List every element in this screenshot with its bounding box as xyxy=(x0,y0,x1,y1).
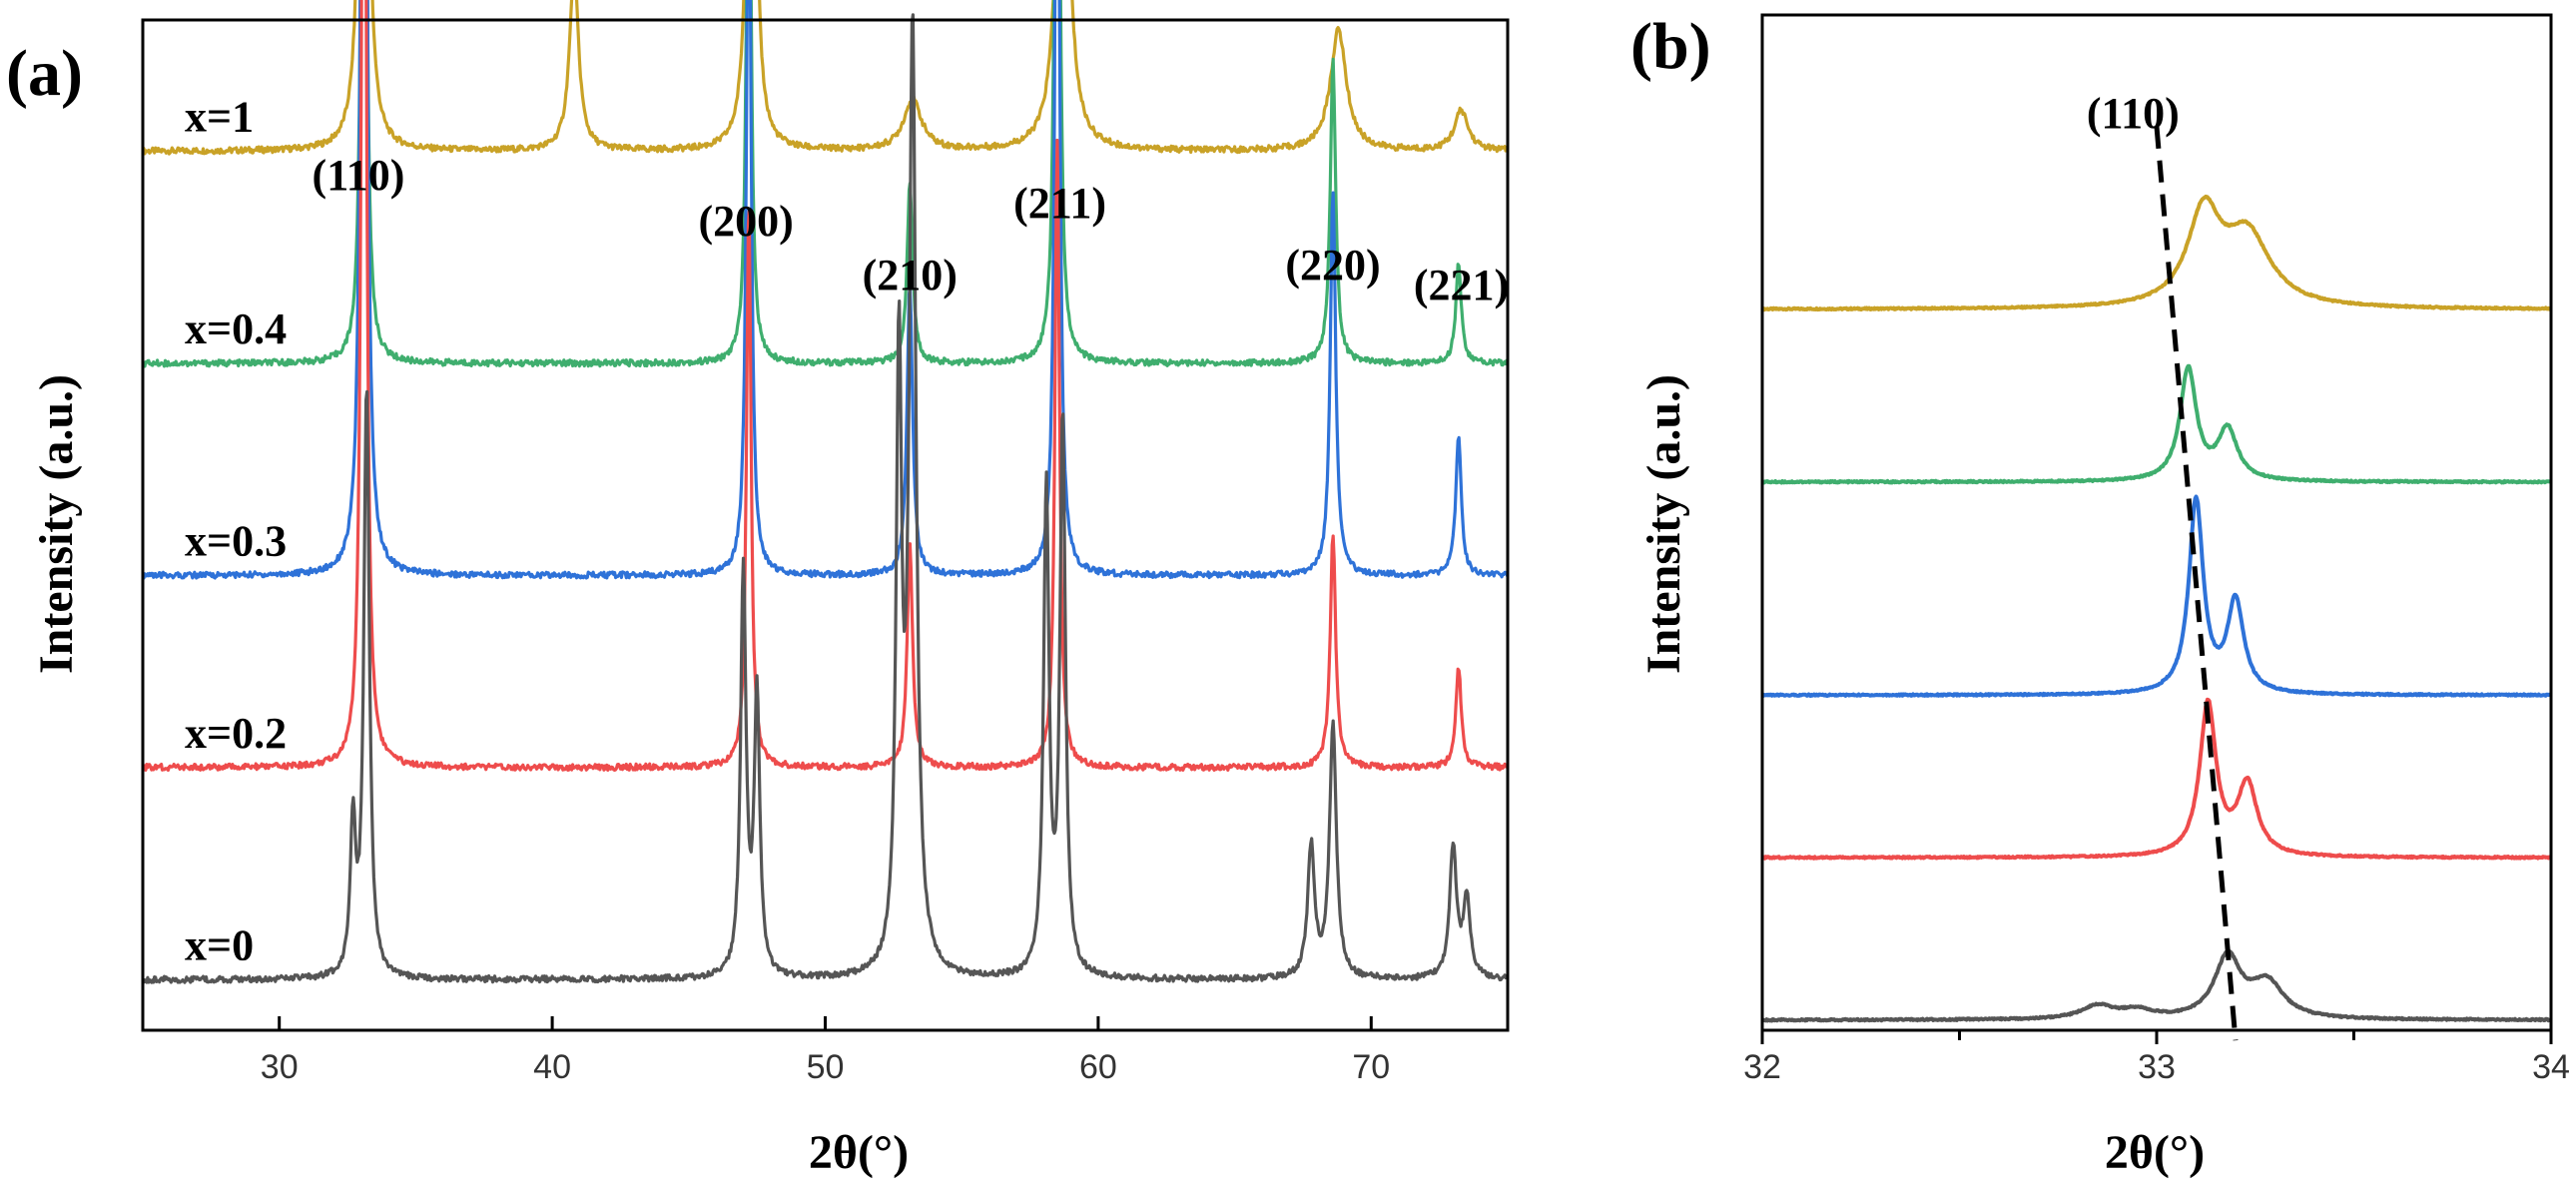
peak-label: (110) xyxy=(313,151,405,200)
x-tick-label: 32 xyxy=(1743,1048,1781,1086)
x-tick-label: 70 xyxy=(1352,1048,1390,1086)
x-tick-label: 60 xyxy=(1079,1048,1117,1086)
series-label: x=0.4 xyxy=(185,304,287,353)
series-line-x-1 xyxy=(1760,194,2553,312)
peak-label: (200) xyxy=(699,197,794,246)
peak-label: (110) xyxy=(2087,89,2180,138)
panel-a-x-axis-title: 2θ(°) xyxy=(809,1126,909,1179)
panel-a-series-labels: x=1 x=0.4 x=0.3 x=0.2 x=0 xyxy=(185,93,287,970)
series-label: x=0.3 xyxy=(185,517,287,566)
panel-a-x-ticks: 30 40 50 60 70 xyxy=(261,1016,1390,1086)
series-line-x-0-2 xyxy=(1760,697,2553,861)
series-line-x-1 xyxy=(141,0,1510,156)
peak-shift-trend-line xyxy=(2154,126,2239,1041)
series-line-x-0-3 xyxy=(1760,494,2553,698)
peak-label: (221) xyxy=(1414,261,1509,309)
x-tick-label: 30 xyxy=(261,1048,299,1086)
series-line-x-0 xyxy=(1760,948,2553,1023)
x-tick-label: 50 xyxy=(807,1048,845,1086)
panel-b-frame xyxy=(1760,13,2553,1032)
panel-a-peak-labels: (110) (200) (210) (211) (220) (221) xyxy=(313,151,1510,309)
series-label: x=0.2 xyxy=(185,709,287,758)
panel-b-letter: (b) xyxy=(1630,10,1711,83)
panel-a-y-axis-title: Intensity (a.u.) xyxy=(30,374,83,674)
panel-b-peak-labels: (110) xyxy=(2087,89,2180,138)
series-label: x=1 xyxy=(185,93,254,142)
panel-b-y-axis-title: Intensity (a.u.) xyxy=(1637,374,1690,674)
series-line-x-0 xyxy=(141,13,1510,984)
panel-b-x-ticks: 32 33 34 xyxy=(1743,1030,2570,1086)
peak-label: (211) xyxy=(1013,179,1106,228)
panel-b-trend-group xyxy=(2154,126,2239,1041)
panel-b-series-group xyxy=(1760,194,2553,1023)
panel-a-letter: (a) xyxy=(6,37,83,110)
peak-label: (210) xyxy=(863,251,958,299)
x-tick-label: 40 xyxy=(533,1048,571,1086)
x-tick-label: 33 xyxy=(2138,1048,2176,1086)
panel-a: (a) Intensity (a.u.) 2θ(°) x=1 x=0.4 x=0.3… xyxy=(6,0,1510,1179)
peak-label: (220) xyxy=(1285,241,1380,290)
panel-b-x-axis-title: 2θ(°) xyxy=(2105,1126,2205,1179)
series-label: x=0 xyxy=(185,920,254,969)
series-line-x-0-4 xyxy=(1760,363,2553,485)
panel-a-series-group xyxy=(141,0,1510,984)
panel-a-frame xyxy=(141,18,1510,1032)
panel-b: (b) Intensity (a.u.) 2θ(°) (110) 32 33 34 xyxy=(1630,10,2570,1179)
series-line-x-0-2 xyxy=(141,0,1509,773)
series-line-x-0-3 xyxy=(141,0,1510,580)
x-tick-label: 34 xyxy=(2532,1048,2570,1086)
